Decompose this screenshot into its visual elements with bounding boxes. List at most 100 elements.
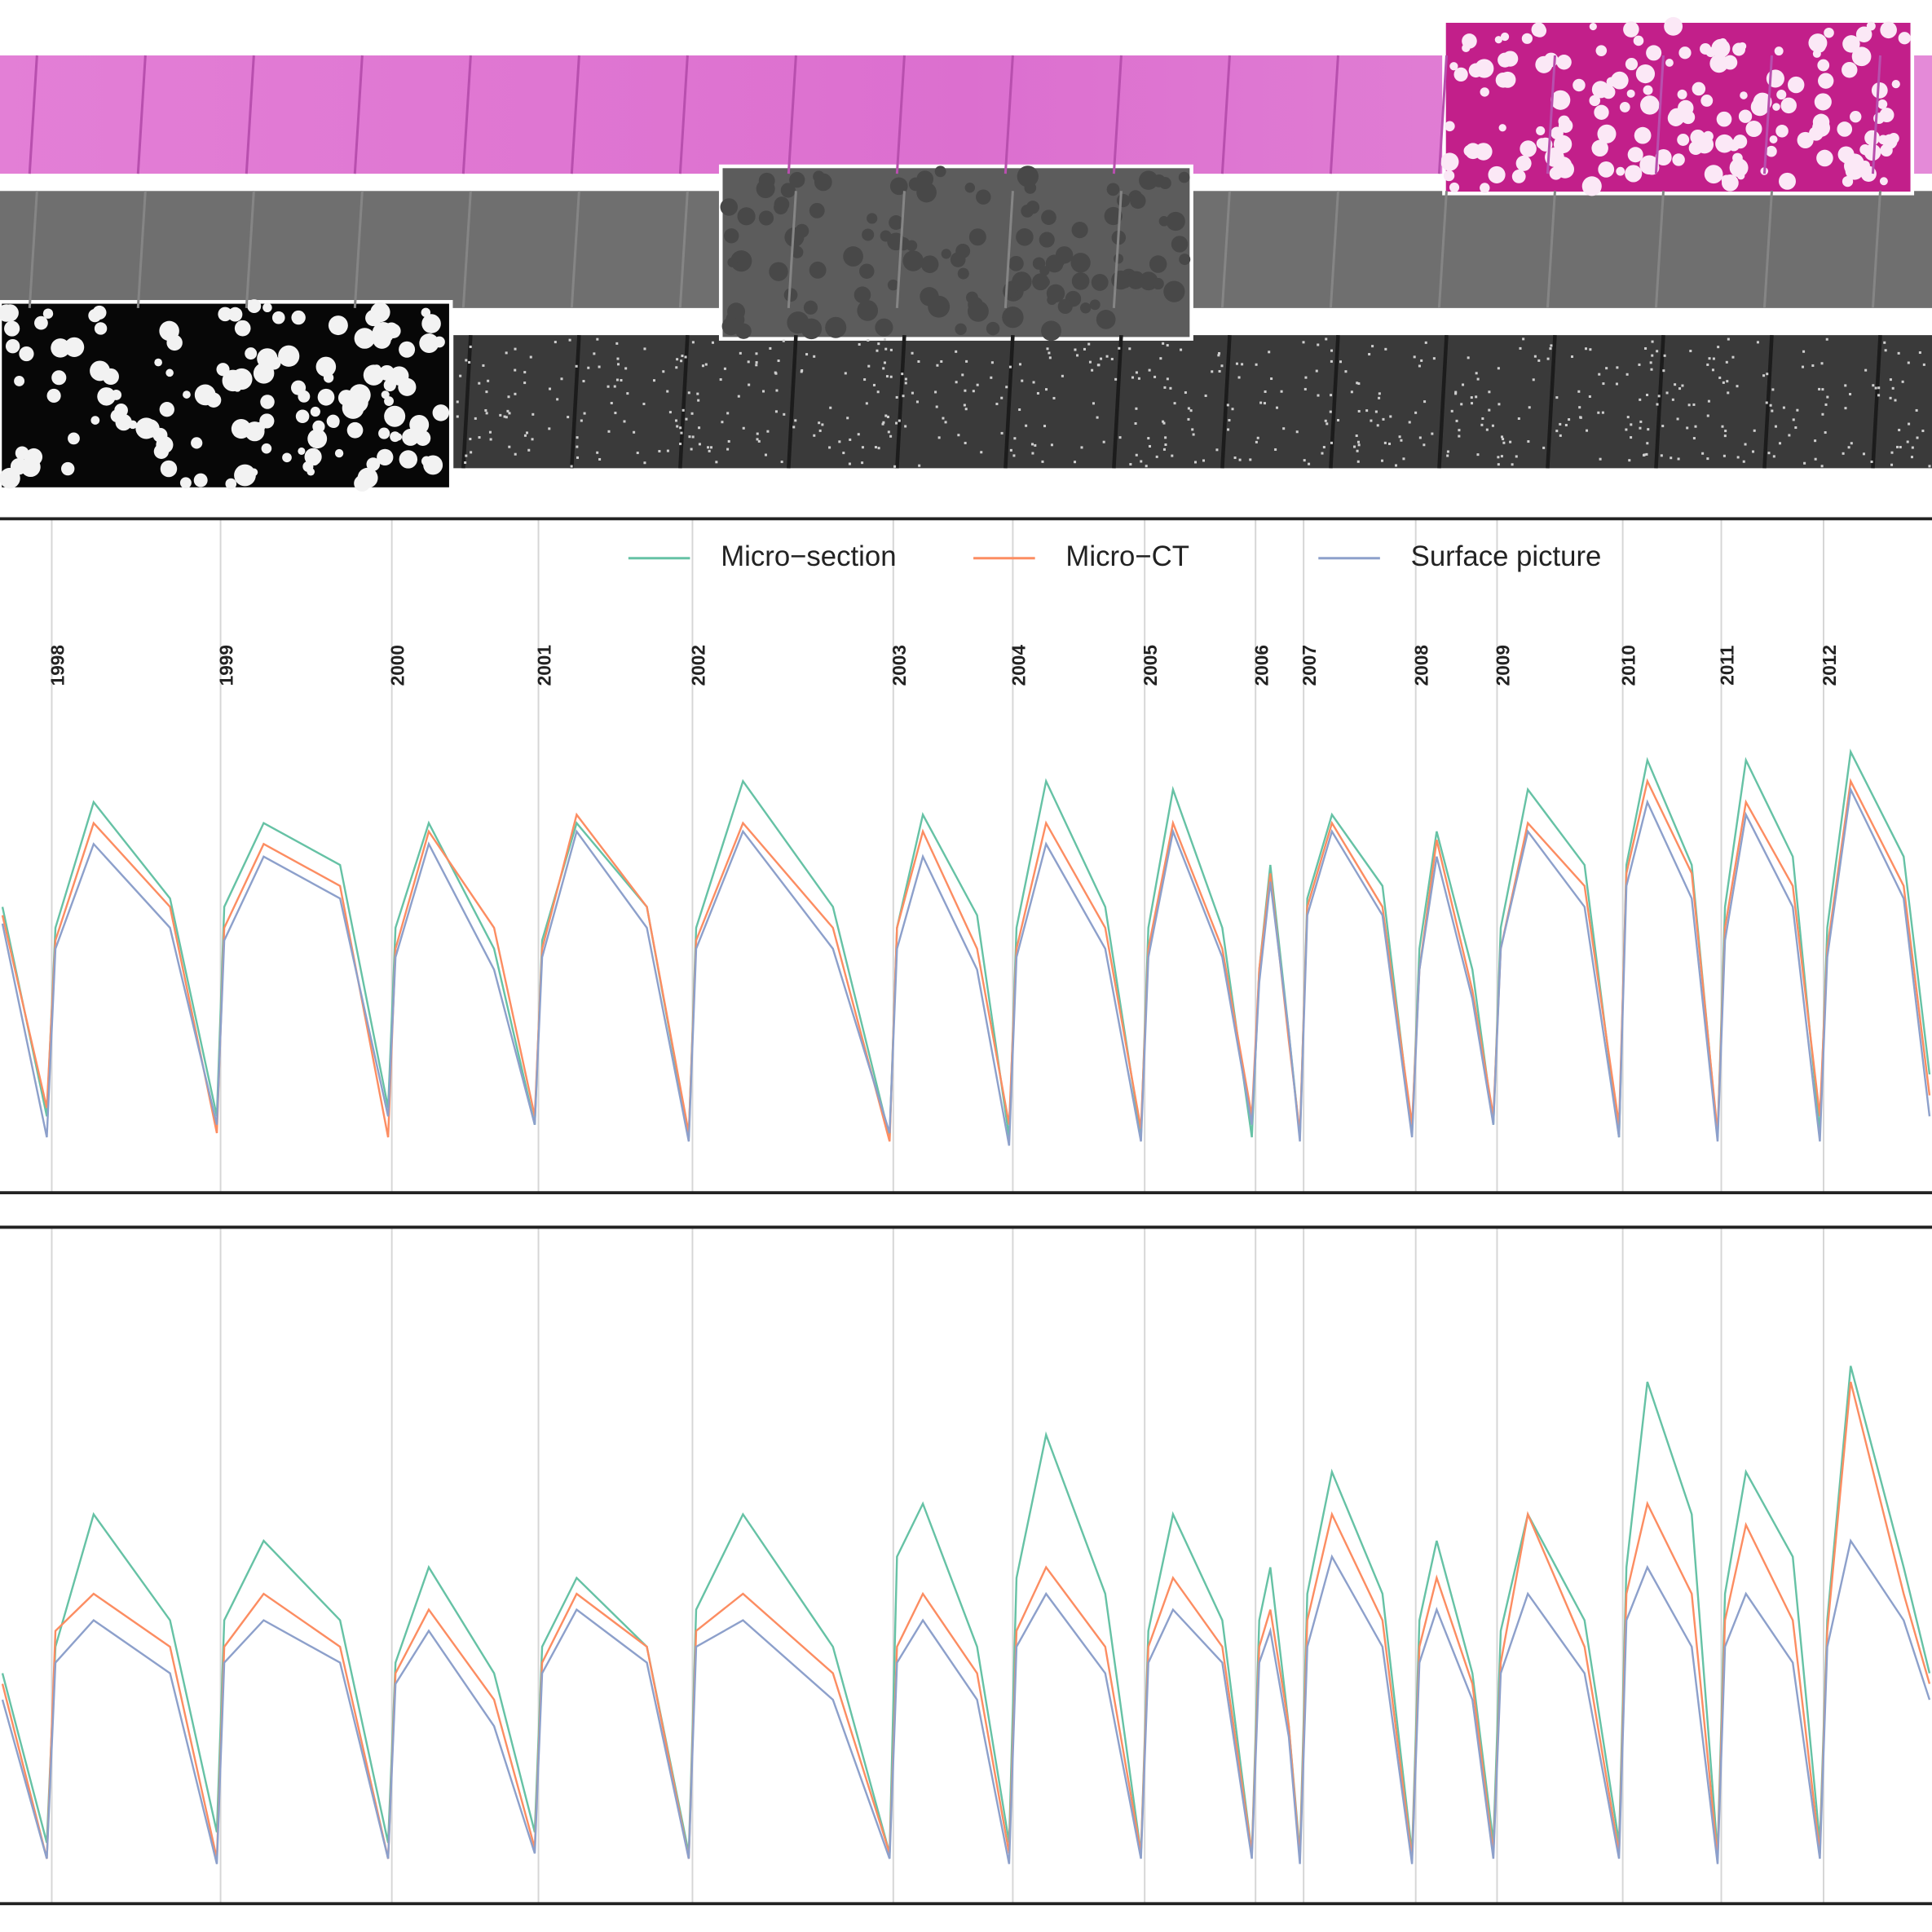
texture — [965, 359, 968, 363]
cell — [365, 310, 382, 327]
texture — [934, 390, 937, 394]
texture — [485, 390, 488, 394]
texture — [829, 406, 832, 409]
texture — [1043, 425, 1047, 428]
texture — [1237, 376, 1241, 379]
texture — [1076, 354, 1079, 357]
texture — [1302, 341, 1305, 344]
cell — [386, 323, 401, 338]
texture — [1321, 452, 1324, 455]
series-line — [1, 1381, 1931, 1859]
cell — [1678, 46, 1692, 60]
cell — [1677, 89, 1687, 99]
texture — [889, 375, 893, 378]
texture — [937, 436, 941, 439]
texture — [1480, 423, 1484, 426]
texture — [1577, 390, 1581, 393]
cell — [342, 397, 364, 419]
texture — [1639, 398, 1642, 401]
texture — [525, 431, 529, 434]
cell — [758, 210, 774, 226]
texture — [1083, 347, 1086, 351]
ring-texture — [1437, 334, 1449, 469]
texture — [1218, 351, 1221, 355]
texture — [1918, 351, 1921, 355]
cell — [1625, 165, 1643, 183]
cell — [875, 318, 893, 337]
texture — [1431, 432, 1434, 435]
cell — [1880, 21, 1897, 39]
texture — [1872, 384, 1875, 387]
ring-texture — [1112, 191, 1123, 308]
texture — [1357, 382, 1361, 386]
texture — [1424, 341, 1427, 344]
cell — [1818, 73, 1834, 89]
texture — [470, 451, 473, 454]
cell — [1812, 118, 1830, 137]
texture — [1844, 407, 1847, 410]
cell — [1039, 232, 1055, 248]
texture — [889, 434, 893, 438]
cell — [1745, 120, 1762, 138]
cell — [304, 448, 322, 465]
texture — [1376, 424, 1379, 427]
year-label: 2001 — [534, 645, 555, 686]
texture — [1330, 394, 1333, 397]
cell — [774, 200, 788, 215]
texture — [487, 379, 490, 382]
texture — [548, 387, 552, 390]
texture — [499, 413, 502, 417]
texture — [596, 451, 599, 454]
texture — [1802, 350, 1806, 353]
texture — [1491, 424, 1494, 427]
cell — [61, 461, 75, 476]
cell — [1021, 204, 1034, 218]
texture — [459, 374, 462, 377]
cell — [1704, 165, 1723, 184]
cell — [1500, 32, 1510, 42]
texture — [482, 364, 485, 367]
ring-texture — [570, 55, 580, 174]
cell — [51, 338, 70, 358]
texture — [757, 439, 761, 443]
cell — [1888, 132, 1899, 144]
cell — [1877, 99, 1888, 109]
texture — [643, 461, 646, 465]
texture — [726, 412, 730, 415]
texture — [1517, 417, 1520, 421]
texture — [662, 370, 665, 373]
cell — [889, 215, 904, 230]
cell — [1864, 130, 1880, 146]
cell — [1817, 59, 1830, 72]
cell — [1664, 16, 1683, 36]
texture — [1162, 420, 1165, 423]
cell — [271, 311, 285, 324]
cell — [399, 450, 418, 469]
texture — [1087, 342, 1091, 346]
texture — [1727, 337, 1730, 341]
texture — [465, 454, 468, 457]
texture — [1549, 347, 1552, 351]
texture — [1280, 390, 1283, 393]
texture — [1752, 450, 1755, 453]
texture — [1488, 390, 1491, 394]
texture — [980, 451, 983, 454]
cell — [1740, 91, 1748, 99]
legend-label: Micro−section — [721, 541, 896, 572]
texture — [1268, 351, 1271, 354]
ring-texture — [1329, 334, 1340, 469]
texture — [598, 365, 601, 368]
cell — [1573, 78, 1586, 92]
texture — [1241, 363, 1244, 366]
ring-texture — [1654, 334, 1665, 469]
cell — [1722, 174, 1739, 192]
ring-texture — [1329, 191, 1339, 308]
texture — [1036, 391, 1039, 395]
ring-texture — [1437, 191, 1448, 308]
texture — [668, 411, 672, 414]
texture — [848, 462, 851, 465]
texture — [1455, 419, 1458, 422]
texture — [576, 456, 580, 459]
cell — [986, 321, 1000, 336]
cell — [813, 170, 825, 183]
